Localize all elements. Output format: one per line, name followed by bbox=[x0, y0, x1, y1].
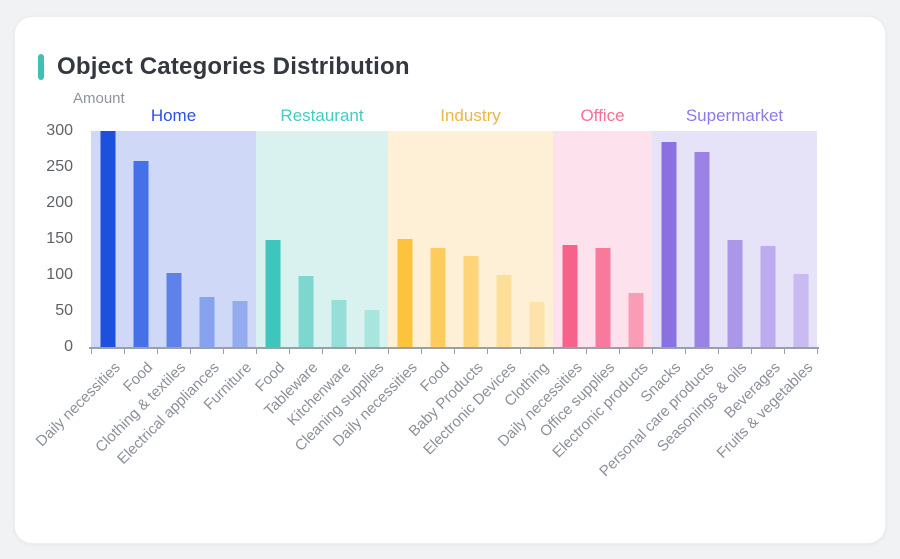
bar-food bbox=[430, 247, 445, 347]
bar-daily-necessities bbox=[100, 131, 115, 347]
bar-electronic-devices bbox=[496, 275, 511, 347]
y-tick-label: 200 bbox=[46, 194, 73, 211]
x-axis-tick bbox=[157, 349, 158, 354]
bar-clothing bbox=[529, 301, 544, 347]
bar-beverages bbox=[760, 246, 775, 347]
bar-daily-necessities bbox=[397, 239, 412, 347]
bar-slot bbox=[685, 131, 718, 347]
y-tick-label: 0 bbox=[64, 338, 73, 355]
y-tick-label: 250 bbox=[46, 158, 73, 175]
bar-cleaning-supplies bbox=[364, 310, 379, 347]
y-axis-name: Amount bbox=[73, 90, 125, 107]
group-band-office bbox=[553, 131, 652, 347]
x-axis-tick bbox=[487, 349, 488, 354]
y-tick-label: 150 bbox=[46, 230, 73, 247]
x-axis-tick bbox=[553, 349, 554, 354]
title-accent-bar bbox=[38, 54, 44, 80]
y-tick-label: 50 bbox=[55, 302, 73, 319]
x-axis-tick bbox=[388, 349, 389, 354]
bar-slot bbox=[586, 131, 619, 347]
bar-baby-products bbox=[463, 256, 478, 347]
card-header: Object Categories Distribution bbox=[38, 53, 410, 81]
x-axis-tick bbox=[685, 349, 686, 354]
page-title: Object Categories Distribution bbox=[57, 53, 410, 80]
chart-card: Object Categories Distribution Amount Ho… bbox=[14, 16, 886, 544]
bar-slot bbox=[652, 131, 685, 347]
bar-slot bbox=[487, 131, 520, 347]
bar-slot bbox=[520, 131, 553, 347]
bar-food bbox=[133, 161, 148, 347]
bar-seasonings-oils bbox=[727, 240, 742, 347]
group-label-office: Office bbox=[580, 106, 625, 125]
x-axis-tick bbox=[223, 349, 224, 354]
bar-slot bbox=[322, 131, 355, 347]
x-axis-tick bbox=[421, 349, 422, 354]
group-label-industry: Industry bbox=[440, 106, 501, 125]
x-axis-tick bbox=[520, 349, 521, 354]
group-bands bbox=[91, 131, 817, 347]
bar-daily-necessities bbox=[562, 244, 577, 347]
x-axis-tick bbox=[619, 349, 620, 354]
group-label-supermarket: Supermarket bbox=[685, 106, 784, 125]
x-axis-tick bbox=[289, 349, 290, 354]
x-axis-tick bbox=[256, 349, 257, 354]
group-band-industry bbox=[388, 131, 553, 347]
bar-slot bbox=[256, 131, 289, 347]
group-band-home bbox=[91, 131, 256, 347]
bar-slot bbox=[619, 131, 652, 347]
bar-slot bbox=[124, 131, 157, 347]
bar-slot bbox=[355, 131, 388, 347]
bar-kitchenware bbox=[331, 300, 346, 347]
x-axis-tick bbox=[322, 349, 323, 354]
bar-fruits-vegetables bbox=[793, 274, 808, 347]
group-band-restaurant bbox=[256, 131, 388, 347]
y-tick-label: 300 bbox=[46, 122, 73, 139]
x-axis-line bbox=[89, 347, 819, 349]
group-label-home: Home bbox=[150, 106, 197, 125]
bar-tableware bbox=[298, 276, 313, 347]
bar-slot bbox=[223, 131, 256, 347]
bar-slot bbox=[190, 131, 223, 347]
bar-slot bbox=[421, 131, 454, 347]
x-axis-tick bbox=[454, 349, 455, 354]
bar-electrical-appliances bbox=[199, 297, 214, 347]
x-axis-tick bbox=[124, 349, 125, 354]
bar-electronic-products bbox=[628, 293, 643, 347]
x-axis-tick bbox=[784, 349, 785, 354]
bar-slot bbox=[784, 131, 817, 347]
bar-office-supplies bbox=[595, 247, 610, 347]
bar-slot bbox=[454, 131, 487, 347]
bar-slot bbox=[91, 131, 124, 347]
x-axis-tick bbox=[91, 349, 92, 354]
x-axis-tick bbox=[190, 349, 191, 354]
bar-slot bbox=[751, 131, 784, 347]
bar-slot bbox=[553, 131, 586, 347]
y-tick-label: 100 bbox=[46, 266, 73, 283]
bar-food bbox=[265, 239, 280, 347]
group-band-supermarket bbox=[652, 131, 817, 347]
bar-snacks bbox=[661, 141, 676, 347]
bar-slot bbox=[157, 131, 190, 347]
x-axis-tick bbox=[751, 349, 752, 354]
bar-clothing-textiles bbox=[166, 272, 181, 347]
x-axis-tick bbox=[652, 349, 653, 354]
group-label-restaurant: Restaurant bbox=[280, 106, 364, 125]
x-axis-tick bbox=[817, 349, 818, 354]
x-axis-tick bbox=[355, 349, 356, 354]
bar-slot bbox=[388, 131, 421, 347]
x-axis-tick bbox=[718, 349, 719, 354]
bar-furniture bbox=[232, 300, 247, 347]
x-axis-tick bbox=[586, 349, 587, 354]
plot-area bbox=[91, 131, 817, 347]
bar-slot bbox=[718, 131, 751, 347]
bar-slot bbox=[289, 131, 322, 347]
bar-personal-care-products bbox=[694, 151, 709, 347]
